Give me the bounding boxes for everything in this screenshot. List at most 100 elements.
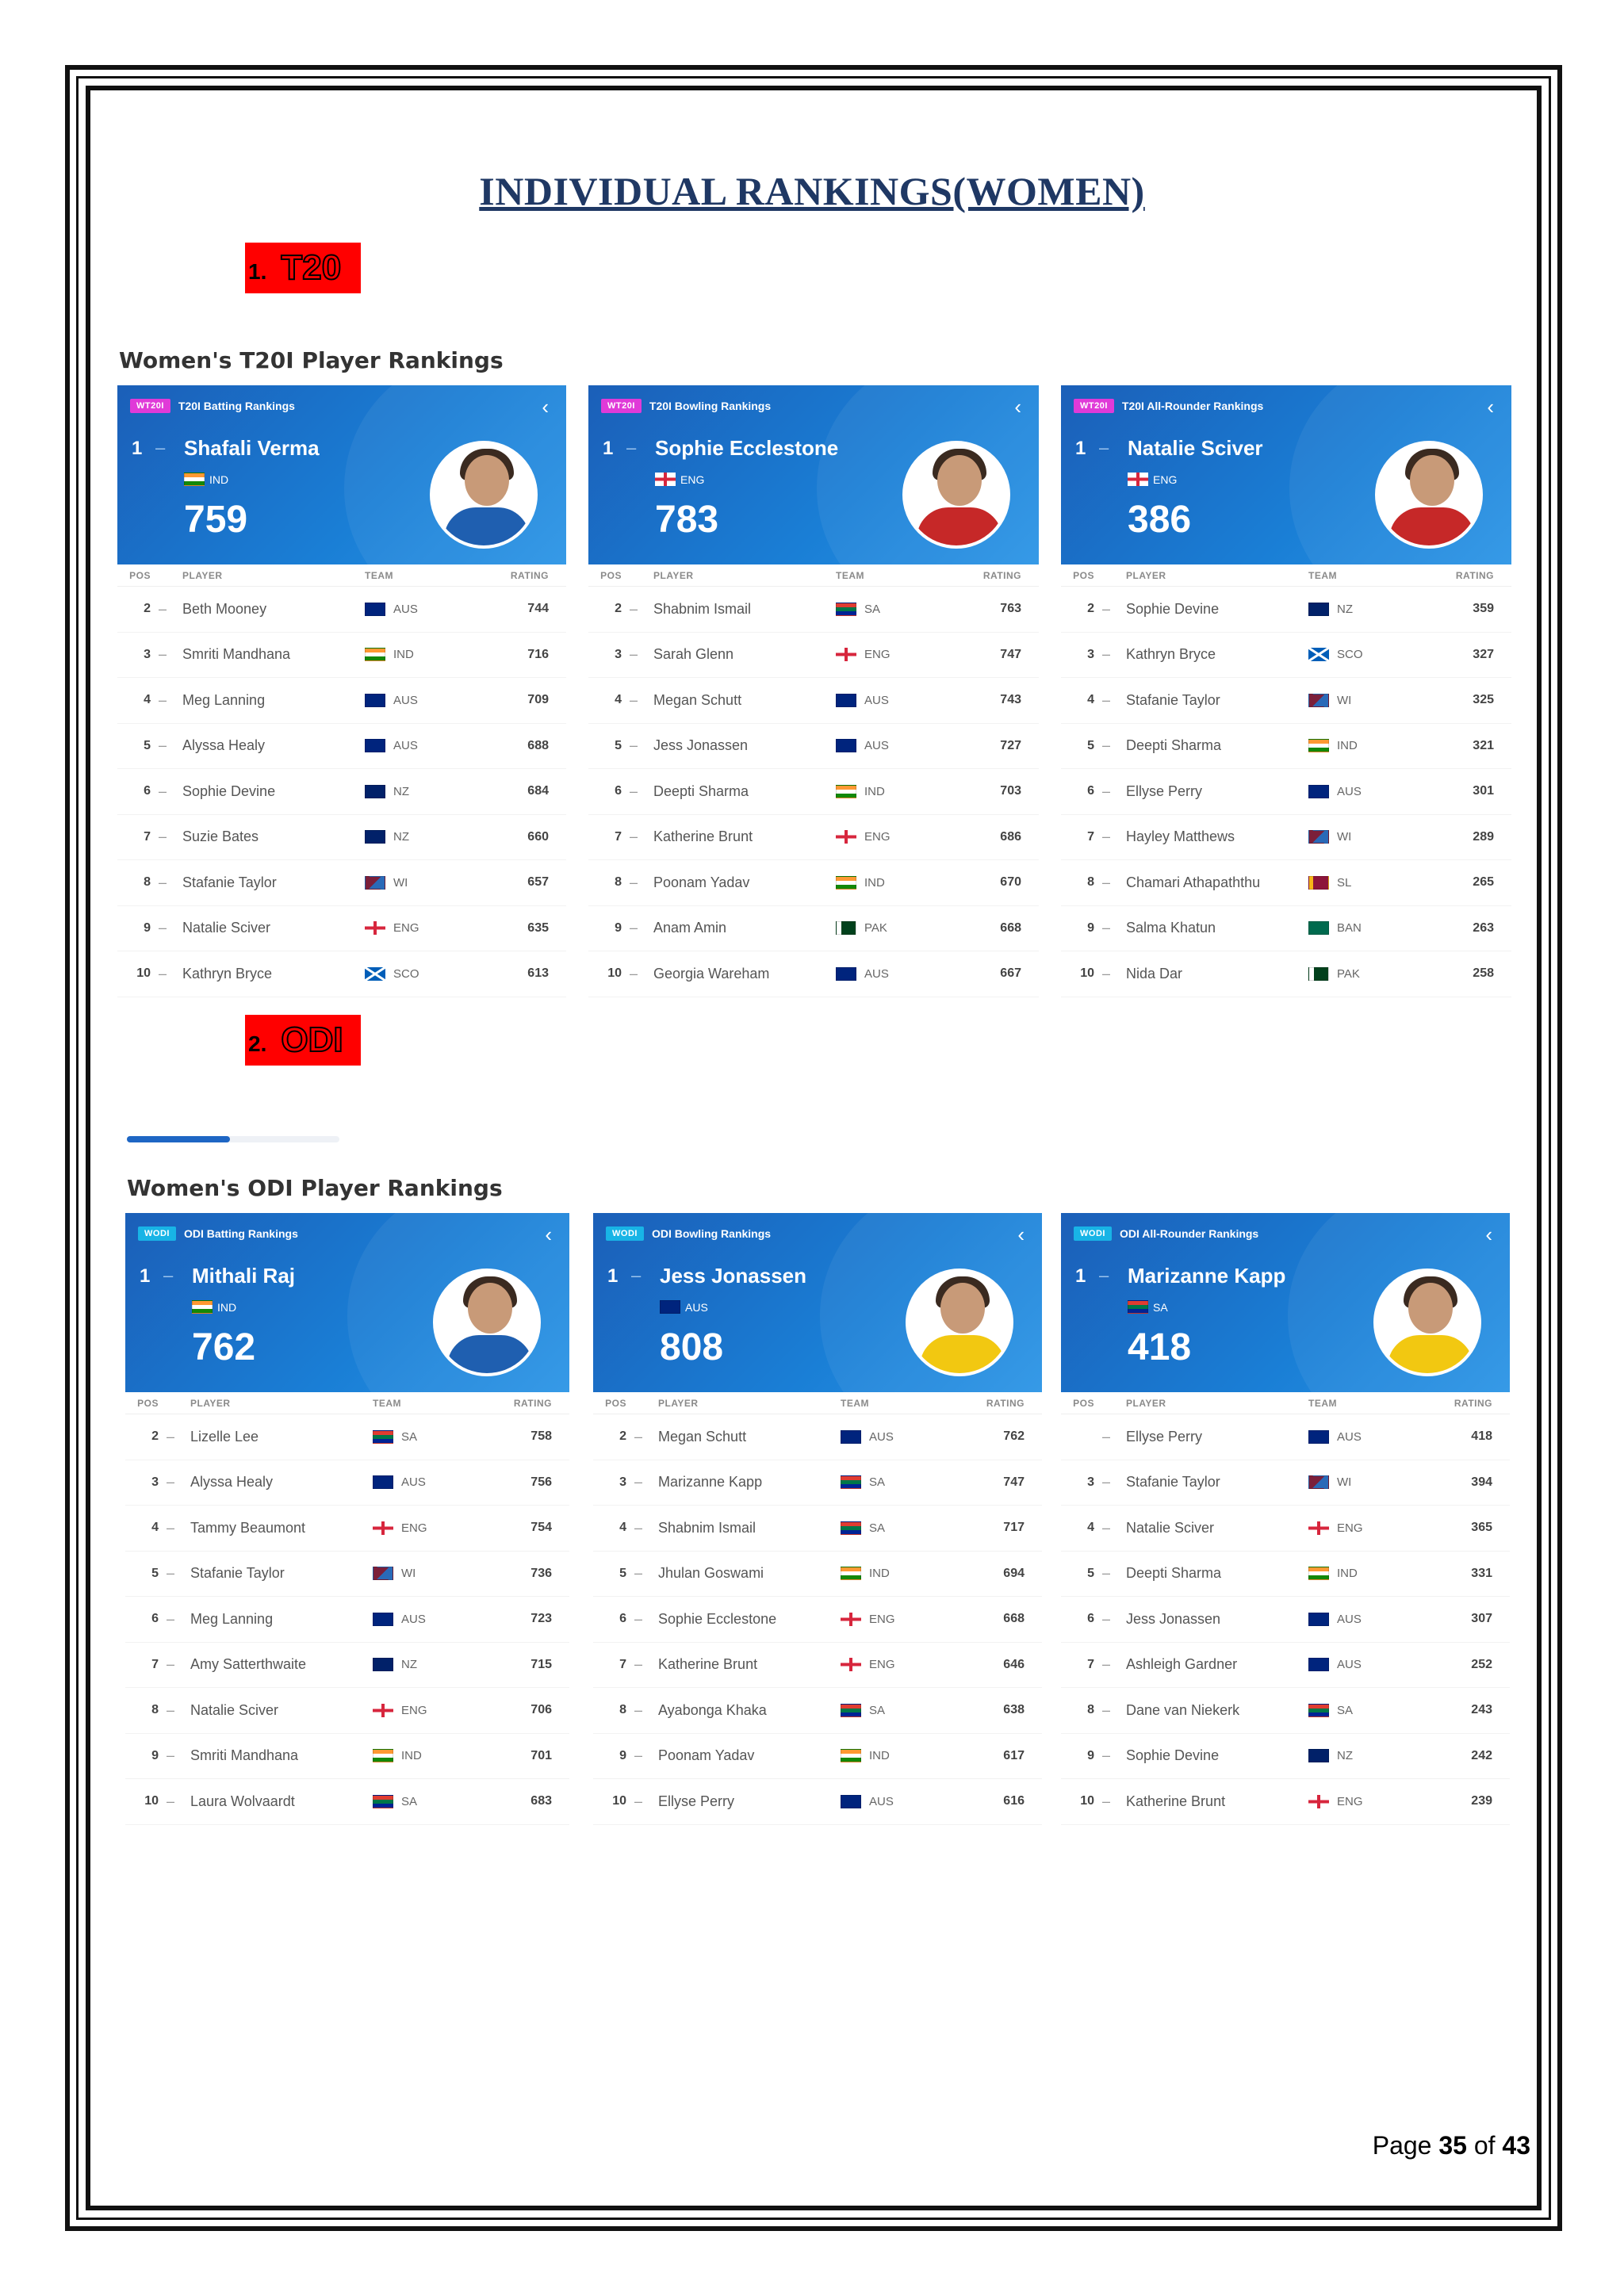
row-player[interactable]: Ellyse Perry <box>658 1793 735 1809</box>
row-player[interactable]: Jhulan Goswami <box>658 1565 764 1582</box>
row-player[interactable]: Salma Khatun <box>1126 920 1216 936</box>
table-row[interactable]: 5– Alyssa Healy AUS 688 <box>117 724 566 769</box>
table-row[interactable]: 7– Suzie Bates NZ 660 <box>117 815 566 860</box>
leader-name[interactable]: Sophie Ecclestone <box>655 436 839 460</box>
share-icon[interactable]: ‹ <box>1487 395 1494 419</box>
table-row[interactable]: 6– Deepti Sharma IND 703 <box>588 769 1039 815</box>
leader-name[interactable]: Natalie Sciver <box>1128 436 1263 460</box>
leader-name[interactable]: Shafali Verma <box>184 436 320 460</box>
row-player[interactable]: Smriti Mandhana <box>190 1747 299 1764</box>
leader-name[interactable]: Marizanne Kapp <box>1128 1264 1286 1288</box>
share-icon[interactable]: ‹ <box>1485 1223 1492 1246</box>
table-row[interactable]: 7– Hayley Matthews WI 289 <box>1061 815 1511 860</box>
table-row[interactable]: 6– Sophie Ecclestone ENG 668 <box>593 1597 1042 1643</box>
row-player[interactable]: Stafanie Taylor <box>190 1565 285 1582</box>
table-row[interactable]: 2– Beth Mooney AUS 744 <box>117 587 566 633</box>
row-player[interactable]: Katherine Brunt <box>658 1656 758 1673</box>
share-icon[interactable]: ‹ <box>1014 395 1021 419</box>
row-player[interactable]: Beth Mooney <box>182 600 267 617</box>
table-row[interactable]: 4– Stafanie Taylor WI 325 <box>1061 678 1511 724</box>
row-player[interactable]: Megan Schutt <box>653 691 742 708</box>
table-row[interactable]: 3– Marizanne Kapp SA 747 <box>593 1460 1042 1506</box>
table-row[interactable]: 9– Poonam Yadav IND 617 <box>593 1734 1042 1779</box>
table-row[interactable]: 3– Stafanie Taylor WI 394 <box>1061 1460 1510 1506</box>
table-row[interactable]: 4– Tammy Beaumont ENG 754 <box>125 1506 569 1552</box>
table-row[interactable]: 9– Smriti Mandhana IND 701 <box>125 1734 569 1779</box>
row-player[interactable]: Deepti Sharma <box>653 783 749 799</box>
row-player[interactable]: Stafanie Taylor <box>182 874 277 890</box>
table-row[interactable]: 4– Natalie Sciver ENG 365 <box>1061 1506 1510 1552</box>
table-row[interactable]: – Ellyse Perry AUS 418 <box>1061 1414 1510 1460</box>
row-player[interactable]: Marizanne Kapp <box>658 1474 763 1490</box>
table-row[interactable]: 5– Jess Jonassen AUS 727 <box>588 724 1039 769</box>
table-row[interactable]: 9– Salma Khatun BAN 263 <box>1061 906 1511 951</box>
row-player[interactable]: Jess Jonassen <box>653 737 749 754</box>
row-player[interactable]: Hayley Matthews <box>1126 828 1235 845</box>
table-row[interactable]: 7– Katherine Brunt ENG 686 <box>588 815 1039 860</box>
share-icon[interactable]: ‹ <box>542 395 549 419</box>
row-player[interactable]: Amy Satterthwaite <box>190 1656 307 1673</box>
table-row[interactable]: 2– Lizelle Lee SA 758 <box>125 1414 569 1460</box>
table-row[interactable]: 2– Megan Schutt AUS 762 <box>593 1414 1042 1460</box>
row-player[interactable]: Chamari Athapaththu <box>1126 874 1261 890</box>
row-player[interactable]: Kathryn Bryce <box>182 965 273 982</box>
row-player[interactable]: Meg Lanning <box>190 1610 274 1627</box>
row-player[interactable]: Sophie Devine <box>1126 1747 1220 1764</box>
table-row[interactable]: 10– Laura Wolvaardt SA 683 <box>125 1779 569 1825</box>
leader-name[interactable]: Jess Jonassen <box>660 1264 807 1288</box>
table-row[interactable]: 4– Meg Lanning AUS 709 <box>117 678 566 724</box>
table-row[interactable]: 10– Georgia Wareham AUS 667 <box>588 951 1039 997</box>
table-row[interactable]: 3– Smriti Mandhana IND 716 <box>117 633 566 678</box>
table-row[interactable]: 4– Megan Schutt AUS 743 <box>588 678 1039 724</box>
table-row[interactable]: 4– Shabnim Ismail SA 717 <box>593 1506 1042 1552</box>
row-player[interactable]: Stafanie Taylor <box>1126 1474 1220 1490</box>
table-row[interactable]: 10– Kathryn Bryce SCO 613 <box>117 951 566 997</box>
table-row[interactable]: 8– Dane van Niekerk SA 243 <box>1061 1688 1510 1734</box>
share-icon[interactable]: ‹ <box>545 1223 552 1246</box>
row-player[interactable]: Lizelle Lee <box>190 1428 259 1445</box>
table-row[interactable]: 6– Meg Lanning AUS 723 <box>125 1597 569 1643</box>
row-player[interactable]: Laura Wolvaardt <box>190 1793 295 1809</box>
table-row[interactable]: 7– Ashleigh Gardner AUS 252 <box>1061 1643 1510 1688</box>
row-player[interactable]: Sophie Devine <box>182 783 276 799</box>
row-player[interactable]: Meg Lanning <box>182 691 266 708</box>
table-row[interactable]: 9– Anam Amin PAK 668 <box>588 906 1039 951</box>
row-player[interactable]: Natalie Sciver <box>182 920 271 936</box>
table-row[interactable]: 5– Deepti Sharma IND 331 <box>1061 1552 1510 1597</box>
table-row[interactable]: 3– Sarah Glenn ENG 747 <box>588 633 1039 678</box>
table-row[interactable]: 6– Ellyse Perry AUS 301 <box>1061 769 1511 815</box>
leader-name[interactable]: Mithali Raj <box>192 1264 296 1288</box>
row-player[interactable]: Alyssa Healy <box>190 1474 274 1490</box>
table-row[interactable]: 5– Jhulan Goswami IND 694 <box>593 1552 1042 1597</box>
row-player[interactable]: Natalie Sciver <box>190 1701 279 1718</box>
table-row[interactable]: 9– Sophie Devine NZ 242 <box>1061 1734 1510 1779</box>
row-player[interactable]: Katherine Brunt <box>653 828 753 845</box>
share-icon[interactable]: ‹ <box>1017 1223 1025 1246</box>
table-row[interactable]: 7– Katherine Brunt ENG 646 <box>593 1643 1042 1688</box>
table-row[interactable]: 5– Stafanie Taylor WI 736 <box>125 1552 569 1597</box>
table-row[interactable]: 8– Ayabonga Khaka SA 638 <box>593 1688 1042 1734</box>
table-row[interactable]: 5– Deepti Sharma IND 321 <box>1061 724 1511 769</box>
row-player[interactable]: Poonam Yadav <box>653 874 750 890</box>
row-player[interactable]: Deepti Sharma <box>1126 737 1222 754</box>
table-row[interactable]: 8– Chamari Athapaththu SL 265 <box>1061 860 1511 906</box>
table-row[interactable]: 8– Stafanie Taylor WI 657 <box>117 860 566 906</box>
table-row[interactable]: 3– Kathryn Bryce SCO 327 <box>1061 633 1511 678</box>
table-row[interactable]: 6– Jess Jonassen AUS 307 <box>1061 1597 1510 1643</box>
row-player[interactable]: Smriti Mandhana <box>182 646 291 663</box>
row-player[interactable]: Shabnim Ismail <box>653 600 752 617</box>
row-player[interactable]: Shabnim Ismail <box>658 1519 756 1536</box>
table-row[interactable]: 10– Nida Dar PAK 258 <box>1061 951 1511 997</box>
table-row[interactable]: 8– Natalie Sciver ENG 706 <box>125 1688 569 1734</box>
table-row[interactable]: 10– Ellyse Perry AUS 616 <box>593 1779 1042 1825</box>
row-player[interactable]: Jess Jonassen <box>1126 1610 1221 1627</box>
row-player[interactable]: Deepti Sharma <box>1126 1565 1222 1582</box>
row-player[interactable]: Megan Schutt <box>658 1428 747 1445</box>
table-row[interactable]: 7– Amy Satterthwaite NZ 715 <box>125 1643 569 1688</box>
table-row[interactable]: 2– Shabnim Ismail SA 763 <box>588 587 1039 633</box>
row-player[interactable]: Nida Dar <box>1126 965 1183 982</box>
row-player[interactable]: Natalie Sciver <box>1126 1519 1215 1536</box>
row-player[interactable]: Suzie Bates <box>182 828 259 845</box>
table-row[interactable]: 2– Sophie Devine NZ 359 <box>1061 587 1511 633</box>
row-player[interactable]: Ayabonga Khaka <box>658 1701 767 1718</box>
